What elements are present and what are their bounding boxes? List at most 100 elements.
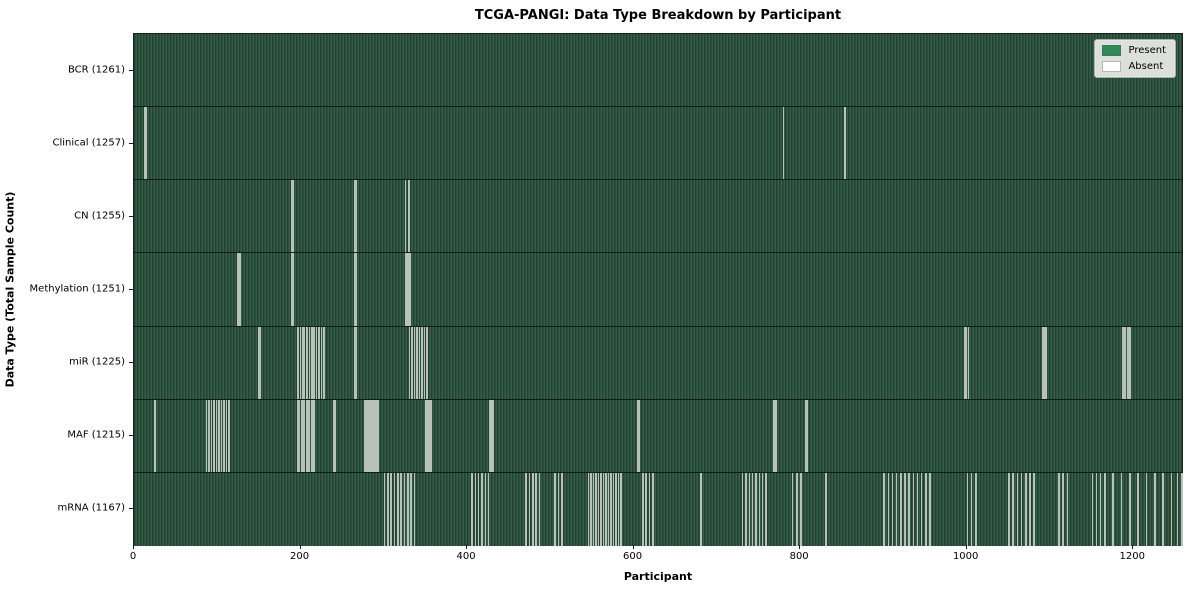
legend-item-present: Present: [1102, 45, 1166, 56]
heatmap-row-CN: [134, 180, 1182, 254]
x-tick-label-200: 200: [289, 551, 310, 562]
y-tick-label-mRNA: mRNA (1167): [57, 502, 125, 514]
absent-mark: [1062, 472, 1065, 546]
absent-mark: [228, 399, 230, 472]
absent-mark: [153, 399, 156, 472]
absent-mark: [238, 253, 241, 326]
absent-mark: [404, 180, 407, 253]
absent-mark: [1104, 472, 1106, 546]
absent-mark: [755, 472, 757, 546]
absent-mark: [292, 180, 294, 253]
absent-mark: [302, 326, 304, 399]
absent-mark: [411, 326, 413, 399]
absent-swatch-icon: [1102, 61, 1122, 72]
absent-mark: [383, 472, 386, 546]
heatmap-row-miR: [134, 326, 1182, 400]
absent-mark: [1120, 472, 1123, 546]
absent-mark: [535, 472, 537, 546]
absent-mark: [353, 180, 356, 253]
absent-mark: [334, 399, 337, 472]
absent-mark: [390, 472, 393, 546]
absent-mark: [308, 326, 311, 399]
absent-mark: [490, 399, 492, 472]
absent-mark: [430, 399, 433, 472]
absent-mark: [587, 472, 590, 546]
absent-mark: [912, 472, 915, 546]
absent-mark: [597, 472, 600, 546]
absent-mark: [1154, 472, 1156, 546]
absent-mark: [636, 399, 639, 472]
absent-mark: [300, 399, 303, 472]
absent-mark: [488, 399, 491, 472]
absent-mark: [333, 399, 335, 472]
absent-mark: [967, 326, 970, 399]
absent-mark: [605, 472, 607, 546]
absent-mark: [595, 472, 597, 546]
absent-mark: [970, 472, 973, 546]
absent-mark: [748, 472, 751, 546]
absent-mark: [237, 253, 239, 326]
absent-mark: [310, 399, 313, 472]
absent-mark: [765, 472, 767, 546]
absent-mark: [423, 326, 426, 399]
chart-title: TCGA-PANGI: Data Type Breakdown by Parti…: [474, 8, 842, 23]
x-tick-label-1200: 1200: [1119, 551, 1145, 562]
absent-mark: [648, 472, 651, 546]
absent-mark: [375, 399, 378, 472]
absent-mark: [1095, 472, 1098, 546]
absent-mark: [1123, 326, 1125, 399]
y-tick-label-Clinical: Clinical (1257): [52, 137, 126, 149]
absent-mark: [607, 472, 610, 546]
absent-mark: [1170, 472, 1173, 546]
y-tick-mark: [129, 362, 133, 364]
absent-mark: [782, 107, 785, 180]
absent-mark: [218, 399, 220, 472]
y-tick-label-MAF: MAF (1215): [67, 429, 125, 441]
x-tick-label-400: 400: [456, 551, 476, 562]
absent-mark: [225, 399, 228, 472]
absent-mark: [355, 253, 358, 326]
absent-mark: [290, 180, 293, 253]
absent-mark: [600, 472, 602, 546]
legend-item-absent: Absent: [1102, 61, 1166, 72]
absent-mark: [320, 326, 323, 399]
x-tick-label-800: 800: [789, 551, 809, 562]
absent-mark: [365, 399, 368, 472]
x-tick-label-600: 600: [623, 551, 643, 562]
absent-mark: [407, 253, 410, 326]
x-tick-mark: [133, 545, 134, 549]
absent-mark: [1091, 472, 1094, 546]
absent-mark: [645, 472, 647, 546]
absent-mark: [795, 472, 798, 546]
absent-mark: [355, 180, 358, 253]
absent-mark: [409, 253, 412, 326]
absent-mark: [397, 472, 399, 546]
y-tick-mark: [129, 289, 133, 290]
absent-mark: [355, 326, 358, 399]
absent-mark: [1145, 472, 1148, 546]
absent-mark: [410, 472, 413, 546]
absent-mark: [297, 326, 299, 399]
absent-mark: [528, 472, 531, 546]
legend-label-absent: Absent: [1128, 61, 1164, 72]
absent-mark: [393, 472, 396, 546]
absent-mark: [418, 326, 421, 399]
legend-label-present: Present: [1128, 45, 1166, 56]
absent-mark: [353, 326, 356, 399]
y-tick-label-BCR: BCR (1261): [67, 64, 125, 76]
heatmap-row-Clinical: [134, 107, 1182, 181]
absent-mark: [1044, 326, 1047, 399]
y-tick-mark: [129, 508, 133, 510]
absent-mark: [1008, 472, 1010, 546]
absent-mark: [895, 472, 898, 546]
x-tick-label-1000: 1000: [952, 551, 979, 562]
absent-mark: [492, 399, 494, 472]
absent-mark: [302, 399, 304, 472]
absent-mark: [1020, 472, 1023, 546]
absent-mark: [474, 472, 477, 546]
absent-mark: [964, 326, 966, 399]
absent-mark: [407, 472, 409, 546]
absent-mark: [292, 253, 294, 326]
absent-mark: [223, 399, 225, 472]
